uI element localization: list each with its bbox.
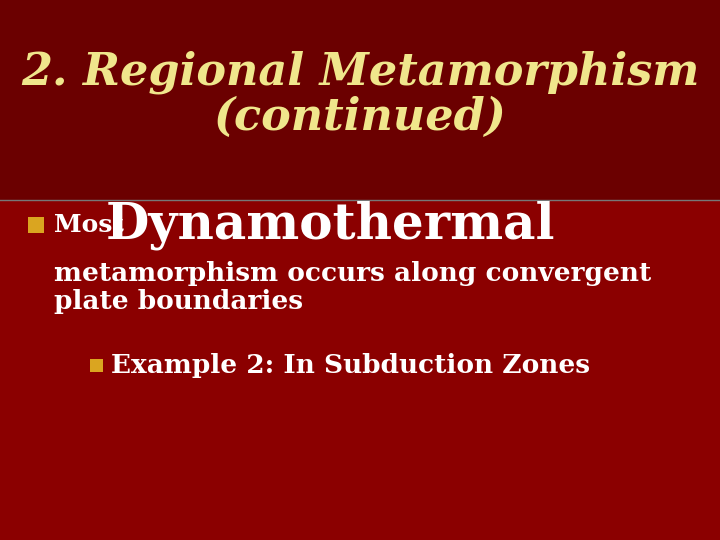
Text: (continued): (continued)	[214, 97, 506, 139]
Bar	[28, 217, 44, 233]
Text: plate boundaries: plate boundaries	[54, 288, 303, 314]
Bar	[90, 359, 103, 372]
Text: Example 2: In Subduction Zones: Example 2: In Subduction Zones	[111, 353, 590, 377]
Text: Most: Most	[54, 213, 132, 237]
Text: Dynamothermal: Dynamothermal	[106, 200, 556, 249]
Text: 2. Regional Metamorphism: 2. Regional Metamorphism	[21, 50, 699, 93]
Text: metamorphism occurs along convergent: metamorphism occurs along convergent	[54, 260, 652, 286]
Bar	[0, 0, 720, 200]
